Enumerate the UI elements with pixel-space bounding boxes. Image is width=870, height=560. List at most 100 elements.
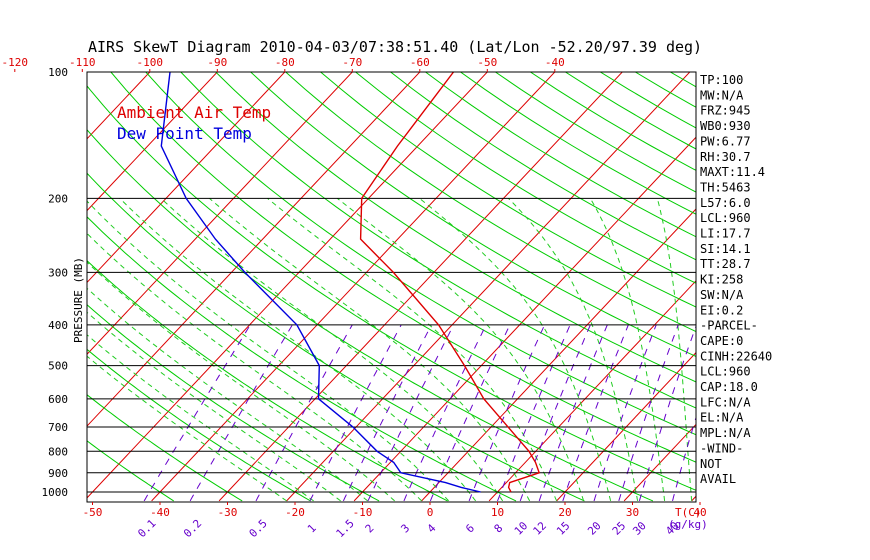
- y-tick-label: 700: [48, 421, 68, 434]
- bottom-tick-label: -20: [285, 506, 305, 519]
- moist-adiabat-line: [119, 198, 477, 502]
- legend-ambient-air-temp: Ambient Air Temp: [117, 103, 271, 122]
- moist-adiabat-line: [267, 198, 558, 502]
- y-tick-label: 500: [48, 360, 68, 373]
- index-item: TT:28.7: [700, 257, 751, 271]
- top-tick-label: -40: [545, 56, 565, 69]
- plot-frame: [86, 71, 697, 503]
- mixing-ratio-label: 1.5: [334, 517, 357, 540]
- mixing-ratio-line: [593, 324, 657, 502]
- mixing-ratio-line: [255, 324, 353, 502]
- isotherm-line: [87, 72, 353, 355]
- mixing-ratio-line: [342, 324, 432, 502]
- mixing-ratio-label: 1: [305, 522, 319, 536]
- index-item: PW:6.77: [700, 134, 751, 148]
- moist-adiabat-line: [160, 198, 504, 502]
- y-tick-label: 200: [48, 192, 68, 205]
- mixing-ratio-label: 2: [363, 522, 377, 536]
- mixing-ratio-label: 15: [554, 519, 573, 538]
- dry-adiabat-line: [87, 128, 654, 502]
- dry-adiabat-line: [87, 85, 696, 491]
- y-tick-label: 300: [48, 266, 68, 279]
- bottom-tick-label: 10: [491, 506, 504, 519]
- bottom-tick-label: 20: [558, 506, 571, 519]
- moist-adiabat-line: [336, 198, 585, 502]
- index-item: FRZ:945: [700, 104, 751, 118]
- index-item: LCL:960: [700, 365, 751, 379]
- top-tick-label: -90: [207, 56, 227, 69]
- index-item: AVAIL: [700, 472, 736, 486]
- bottom-tick-label: -50: [83, 506, 103, 519]
- mixing-ratio-label: 30: [630, 519, 649, 538]
- dry-adiabat-line: [87, 348, 311, 502]
- moist-adiabat-line: [87, 355, 287, 502]
- mixing-ratio-line: [429, 324, 511, 502]
- top-tick-label: -120: [2, 56, 29, 69]
- dry-adiabat-line: [87, 172, 585, 502]
- moist-adiabat-line: [419, 198, 612, 502]
- isotherm-line: [87, 72, 488, 499]
- y-axis-label: PRESSURE (MB): [72, 257, 85, 343]
- y-tick-label: 800: [48, 445, 68, 458]
- top-tick-label: -60: [410, 56, 430, 69]
- index-item: LFC:N/A: [700, 395, 751, 409]
- dry-adiabat-line: [110, 72, 696, 463]
- index-item: MAXT:11.4: [700, 165, 765, 179]
- bottom-tick-label: -10: [353, 506, 373, 519]
- bottom-tick-label: -30: [218, 506, 238, 519]
- isotherm-line: [87, 72, 421, 427]
- index-item: CAP:18.0: [700, 380, 758, 394]
- mixing-ratio-label: 0.2: [181, 517, 204, 540]
- mixing-ratio-line: [562, 324, 629, 502]
- y-tick-label: 900: [48, 467, 68, 480]
- dry-adiabat-line: [87, 394, 243, 502]
- dry-adiabat-line: [249, 72, 696, 358]
- mixing-ratio-line: [403, 324, 487, 502]
- moist-adiabat-line: [87, 232, 422, 502]
- index-item: MPL:N/A: [700, 426, 751, 440]
- dry-adiabat-line: [87, 259, 448, 502]
- mixing-ratio-label: 12: [531, 519, 550, 538]
- dry-adiabat-line: [459, 72, 696, 215]
- isotherm-line: [87, 72, 286, 284]
- isotherm-line: [421, 208, 696, 502]
- ambient-air-temp-line: [359, 72, 541, 493]
- y-tick-label: 600: [48, 393, 68, 406]
- index-item: TP:100: [700, 73, 743, 87]
- index-item: TH:5463: [700, 180, 751, 194]
- legend-dew-point-temp: Dew Point Temp: [117, 124, 252, 143]
- index-item: -WIND-: [700, 441, 743, 455]
- moist-adiabat-line: [87, 334, 314, 502]
- dew-point-temp-line: [160, 72, 481, 493]
- top-tick-label: -100: [137, 56, 164, 69]
- top-tick-label: -80: [275, 56, 295, 69]
- index-item: EI:0.2: [700, 303, 743, 317]
- isotherm-line: [151, 72, 556, 502]
- mixing-ratio-label: 10: [512, 519, 531, 538]
- mixing-ratio-label: 4: [425, 521, 439, 535]
- moist-adiabat-line: [87, 200, 449, 502]
- index-item: KI:258: [700, 273, 743, 287]
- moist-adiabat-line: [589, 198, 666, 501]
- index-item: WB0:930: [700, 119, 751, 133]
- dry-adiabat-line: [494, 72, 696, 193]
- bottom-tick-label: -40: [150, 506, 170, 519]
- mixing-ratio-label: 0.5: [247, 517, 270, 540]
- mixing-ratio-line: [672, 415, 696, 502]
- moist-adiabat-line: [209, 198, 531, 502]
- index-item: RH:30.7: [700, 150, 751, 164]
- isotherm-line: [623, 423, 696, 502]
- mixing-ratio-label: 20: [585, 519, 604, 538]
- isotherm-line: [87, 72, 218, 212]
- dry-adiabat-line: [87, 440, 174, 502]
- dry-adiabat-line: [669, 72, 696, 88]
- index-item: NOT: [700, 457, 722, 471]
- isotherm-line: [488, 280, 696, 502]
- dry-adiabat-line: [215, 72, 696, 383]
- moist-adiabat-line: [87, 261, 395, 502]
- index-item: -PARCEL-: [700, 319, 758, 333]
- isotherm-line: [0, 53, 33, 501]
